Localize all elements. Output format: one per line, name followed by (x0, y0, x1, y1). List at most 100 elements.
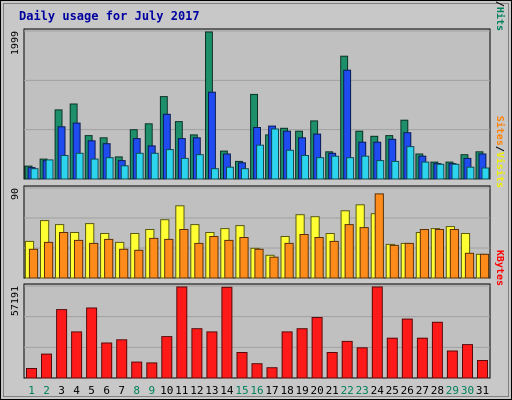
bar-kbytes-6 (101, 342, 113, 379)
bar-kbytes-28 (431, 321, 443, 379)
bar-pages-5 (90, 158, 99, 180)
legend-entry: / (494, 146, 505, 152)
legend-entry: Hits (494, 7, 506, 31)
bar-sites-13 (209, 236, 219, 279)
x-tick-label: 15 (235, 384, 248, 397)
bar-kbytes-5 (86, 307, 98, 379)
panel-hits: 1999 Pages/Files/Hits (10, 0, 506, 180)
bar-sites-3 (59, 232, 69, 279)
chart-title: Daily usage for July 2017 (19, 9, 200, 23)
bar-pages-25 (391, 160, 400, 180)
x-tick-label: 6 (103, 384, 110, 397)
x-tick-label: 10 (160, 384, 173, 397)
y-max-label-kbytes: 57191 (10, 286, 21, 316)
bar-sites-1 (28, 248, 39, 279)
bar-kbytes-19 (296, 328, 308, 379)
bar-sites-17 (269, 256, 279, 279)
x-tick-label: 11 (175, 384, 188, 397)
bar-sites-24 (374, 193, 384, 279)
bar-kbytes-8 (131, 361, 143, 379)
bar-sites-22 (344, 224, 354, 279)
bar-sites-26 (404, 242, 414, 279)
x-tick-label: 14 (220, 384, 234, 397)
x-tick-label: 3 (58, 384, 65, 397)
legend-hits: Pages/Files/Hits (494, 0, 506, 31)
bar-pages-7 (120, 165, 129, 180)
x-tick-label: 7 (118, 384, 125, 397)
bar-pages-27 (421, 161, 430, 180)
bar-pages-13 (211, 168, 219, 180)
bar-pages-22 (346, 157, 355, 180)
bar-kbytes-13 (206, 331, 218, 379)
bar-kbytes-4 (71, 331, 83, 379)
bar-sites-14 (224, 239, 234, 279)
x-tick-label: 20 (310, 384, 323, 397)
legend-entry: KBytes (494, 250, 505, 286)
bar-pages-29 (451, 163, 460, 180)
bar-pages-11 (180, 157, 189, 180)
x-tick-label: 22 (341, 384, 354, 397)
bar-sites-29 (449, 229, 459, 279)
bar-sites-4 (74, 239, 84, 279)
bar-pages-9 (150, 152, 159, 180)
bar-kbytes-20 (311, 317, 323, 379)
bar-kbytes-18 (281, 331, 293, 379)
legend-visits: Sites/Visits (494, 116, 506, 188)
x-tick-label: 5 (88, 384, 95, 397)
x-tick-label: 29 (446, 384, 459, 397)
bar-kbytes-29 (446, 350, 458, 379)
bar-pages-15 (241, 168, 249, 180)
bar-sites-19 (299, 234, 309, 279)
bar-files-13 (208, 91, 216, 180)
panel-visits: 90 Sites/Visits (10, 116, 506, 279)
bar-pages-23 (361, 155, 370, 180)
bar-sites-7 (119, 248, 129, 279)
bar-pages-4 (75, 152, 84, 180)
bar-sites-25 (389, 244, 399, 279)
bar-kbytes-25 (386, 337, 398, 379)
x-tick-label: 27 (416, 384, 429, 397)
bar-kbytes-11 (176, 286, 188, 379)
bar-kbytes-17 (266, 367, 278, 379)
bar-kbytes-14 (221, 286, 233, 379)
bar-sites-20 (314, 237, 324, 279)
bar-pages-21 (331, 155, 340, 180)
bar-kbytes-7 (116, 339, 128, 379)
bar-kbytes-22 (341, 340, 353, 379)
bar-pages-8 (135, 152, 144, 180)
bar-sites-28 (434, 229, 444, 279)
x-axis-day-labels: 1 2 3 4 5 6 7 8 9 10 11 12 13 14 15 16 17 18 19 20 21 22 23 24 2… (28, 384, 489, 397)
bar-kbytes-15 (236, 352, 248, 379)
x-tick-label: 16 (250, 384, 263, 397)
bar-pages-17 (271, 128, 280, 180)
bar-pages-19 (301, 155, 310, 180)
legend-entry: Visits (494, 152, 506, 188)
bar-kbytes-9 (146, 362, 158, 379)
x-tick-label: 21 (326, 384, 339, 397)
bar-sites-2 (44, 241, 54, 279)
legend-entry: Sites (494, 116, 506, 146)
bar-sites-8 (134, 249, 144, 279)
bar-kbytes-30 (462, 344, 473, 379)
bar-pages-14 (226, 166, 234, 180)
bar-pages-31 (481, 167, 490, 180)
bar-kbytes-27 (416, 337, 428, 379)
x-tick-label: 23 (356, 384, 369, 397)
bar-kbytes-2 (41, 353, 52, 379)
bar-pages-18 (286, 149, 295, 180)
panel-kbytes: 57191 KBytes (10, 250, 505, 379)
x-tick-label: 4 (73, 384, 80, 397)
bar-kbytes-31 (477, 360, 488, 379)
bar-sites-5 (89, 242, 99, 279)
x-tick-label: 8 (133, 384, 140, 397)
x-tick-label: 28 (431, 384, 444, 397)
x-tick-label: 24 (371, 384, 385, 397)
bar-kbytes-3 (56, 309, 68, 379)
x-tick-label: 26 (401, 384, 414, 397)
legend-kbytes: KBytes (494, 250, 505, 286)
y-max-label-hits: 1999 (10, 31, 21, 55)
bar-pages-6 (105, 157, 114, 180)
bar-kbytes-23 (356, 347, 368, 379)
x-tick-label: 17 (265, 384, 278, 397)
